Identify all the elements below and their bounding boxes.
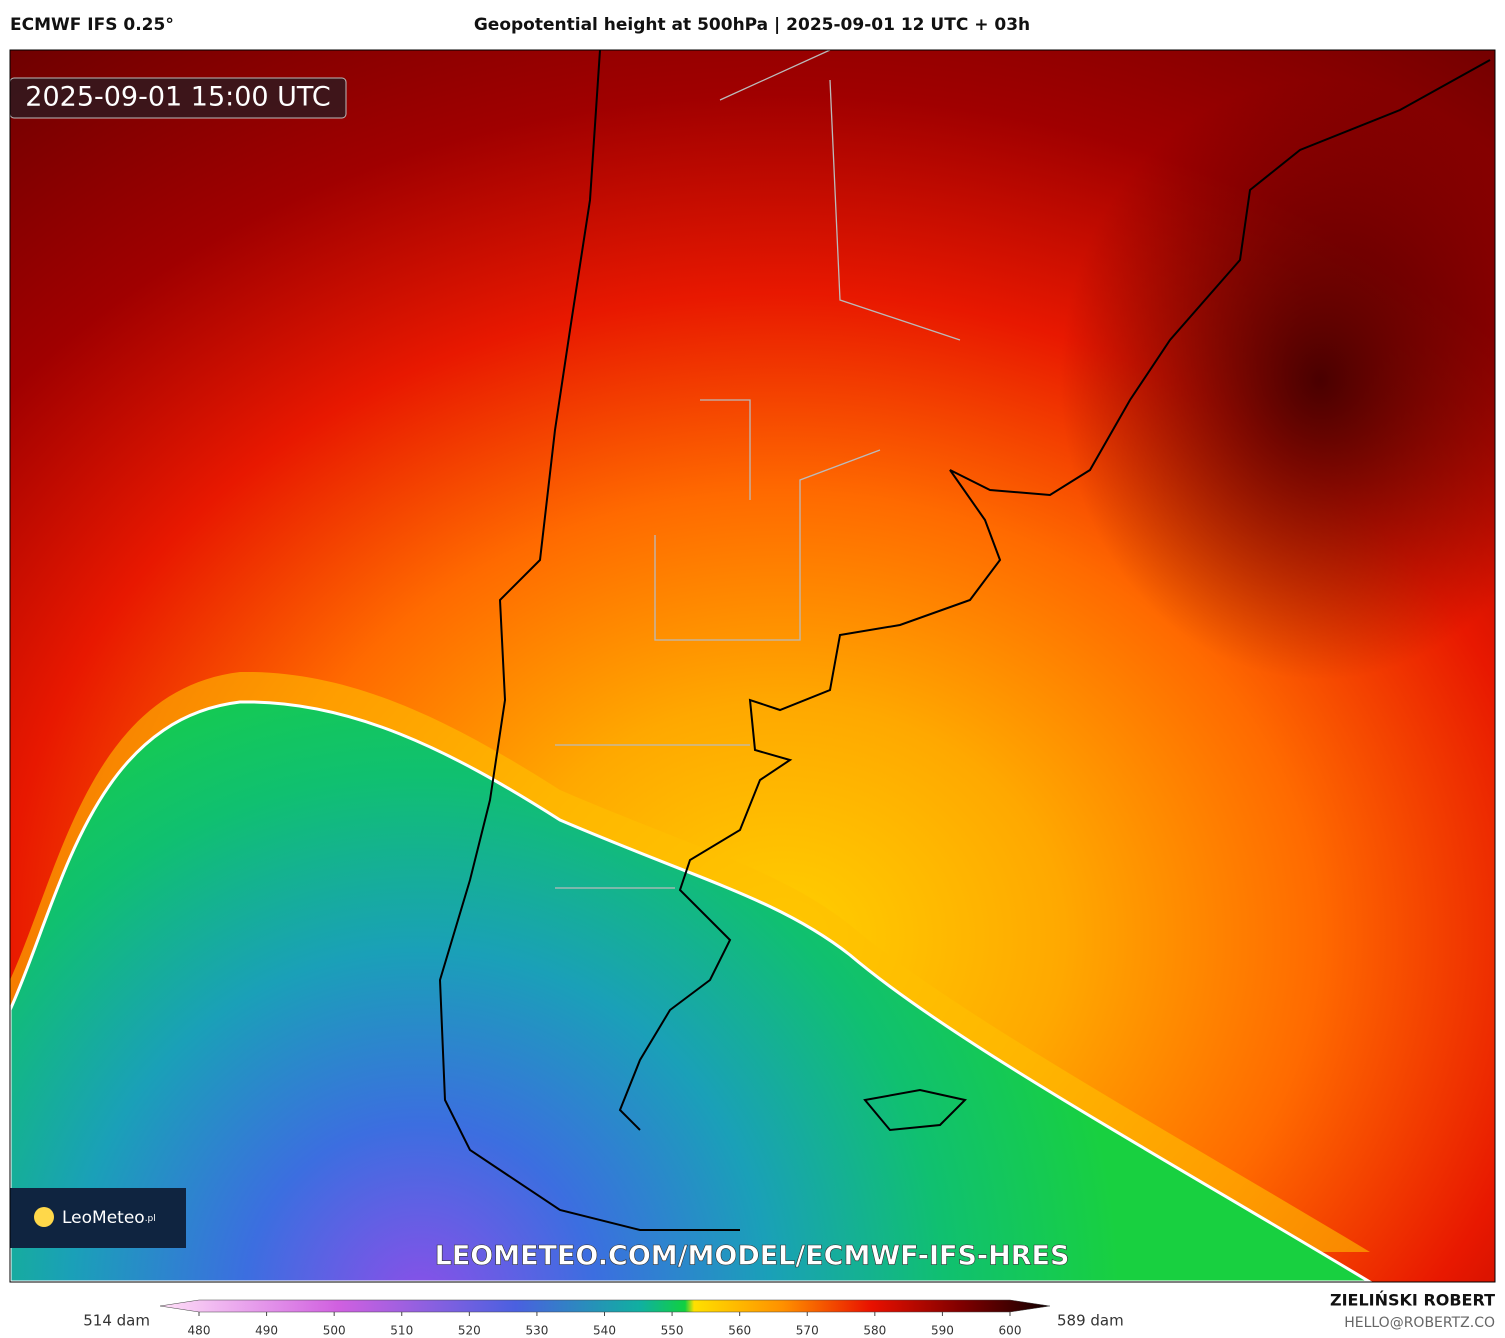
colorbar-tick-label: 500: [323, 1324, 346, 1338]
logo-sun: [34, 1207, 54, 1227]
contact: HELLO@ROBERTZ.CO: [1344, 1315, 1495, 1331]
colorbar-tick-label: 490: [255, 1324, 278, 1338]
colorbar-tick-label: 530: [525, 1324, 548, 1338]
colorbar: 514 dam 589 dam 480 490 500 510 520 530 540 550…: [83, 1299, 1124, 1338]
high-center: [1060, 80, 1495, 680]
logo-suffix: .pl: [145, 1214, 156, 1224]
colorbar-tick-label: 580: [863, 1324, 886, 1338]
colorbar-max: 589 dam: [1057, 1312, 1124, 1330]
author: ZIELIŃSKI ROBERT: [1330, 1291, 1495, 1310]
colorbar-tick-label: 560: [728, 1324, 751, 1338]
colorbar-tick-label: 510: [390, 1324, 413, 1338]
time-box: [10, 77, 347, 119]
cold-region: [10, 700, 1373, 1282]
model-name: ECMWF IFS 0.25°: [10, 15, 174, 35]
watermark: LEOMETEO.COM/MODEL/ECMWF-IFS-HRES: [435, 1241, 1070, 1272]
valid-time: 2025-09-01 15:00 UTC: [25, 82, 330, 113]
colorbar-tick-label: 550: [661, 1324, 684, 1338]
map-title: Geopotential height at 500hPa | 2025-09-…: [474, 15, 1030, 35]
map: 2025-09-01 15:00 UTC LeoMeteo.pl LEOMETE…: [10, 50, 1495, 1282]
coastline: [438, 50, 1491, 1231]
colorbar-tick-label: 570: [796, 1324, 819, 1338]
logo: LeoMeteo.pl: [62, 1208, 156, 1228]
colorbar-tick-label: 600: [999, 1324, 1022, 1338]
colorbar-tick-label: 590: [931, 1324, 954, 1338]
colorbar-tick-label: 520: [458, 1324, 481, 1338]
logo-text: LeoMeteo: [62, 1208, 145, 1228]
colorbar-ramp: [159, 1299, 1051, 1313]
colorbar-tick-label: 480: [188, 1324, 211, 1338]
map-frame: [9, 49, 1496, 1283]
colorbar-min: 514 dam: [83, 1312, 150, 1330]
borders: [555, 50, 961, 889]
colorbar-tick-label: 540: [593, 1324, 616, 1338]
island: [863, 1088, 967, 1132]
